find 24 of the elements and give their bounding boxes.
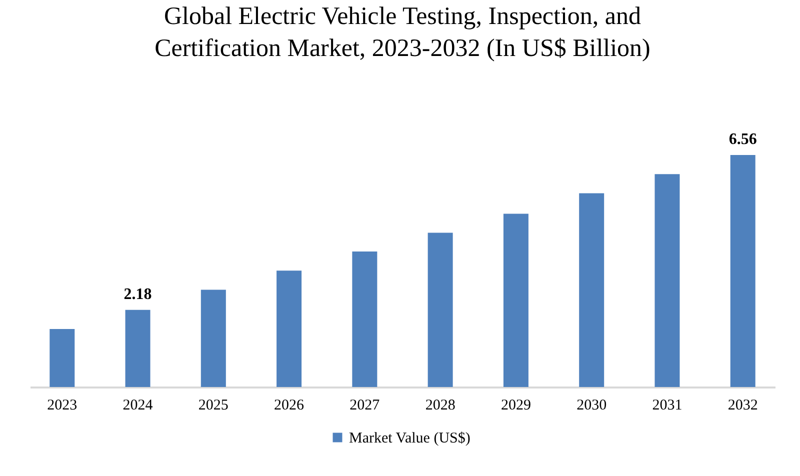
x-tick-label: 2032 [728, 398, 758, 414]
bar [579, 193, 604, 387]
legend-label: Market Value (US$) [349, 430, 470, 446]
x-tick-label: 2026 [274, 398, 305, 414]
x-tick-label: 2025 [198, 398, 228, 414]
bar [200, 290, 226, 387]
bar [125, 310, 150, 387]
bar [730, 155, 756, 387]
bar [428, 232, 453, 387]
bar [654, 174, 680, 387]
bar [50, 329, 75, 387]
chart-title: Global Electric Vehicle Testing, Inspection, and Certification Market, 2023-2032 (In US$ Billion) [154, 3, 650, 62]
data-label: 2.18 [124, 286, 152, 303]
data-label: 6.56 [728, 131, 757, 148]
bar [352, 252, 378, 387]
x-tick-label: 2024 [122, 398, 154, 414]
x-tick-label: 2027 [350, 398, 380, 414]
bar [276, 270, 302, 387]
x-tick-label: 2028 [425, 398, 456, 414]
x-tick-label: 2031 [652, 398, 682, 414]
x-tick-label: 2030 [576, 398, 607, 414]
x-tick-label: 2023 [47, 398, 78, 414]
bar [503, 214, 528, 387]
x-tick-label: 2029 [500, 398, 531, 414]
